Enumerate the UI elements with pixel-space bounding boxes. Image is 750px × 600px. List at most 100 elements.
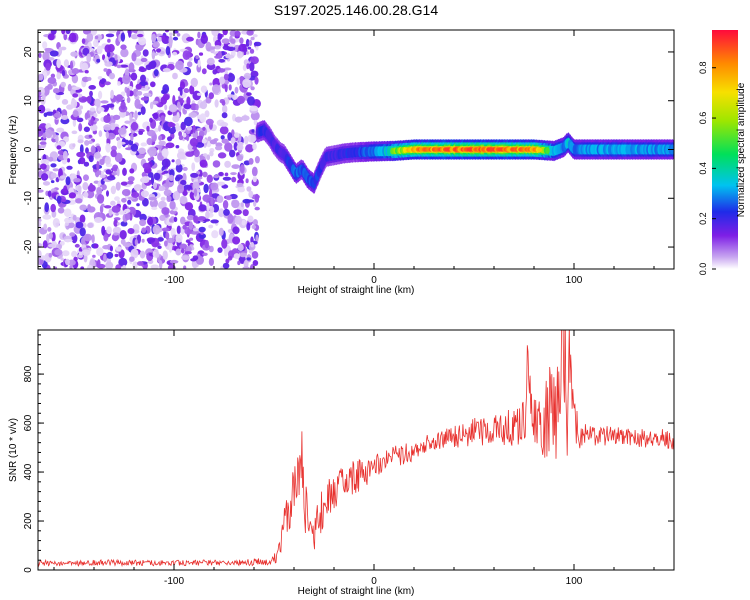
noise-blob [161,158,171,168]
noise-blob [116,168,120,177]
colorbar-gradient [712,30,738,269]
noise-blob [247,46,252,50]
noise-blob [186,36,194,42]
noise-blob [251,251,259,259]
noise-blob [209,139,217,145]
noise-blob [231,199,240,209]
noise-blob [150,175,155,186]
noise-blob [109,72,115,80]
noise-blob [189,85,195,95]
noise-blob [165,30,169,33]
signal-cell [545,147,550,154]
noise-blob [127,176,135,182]
noise-blob [158,200,167,210]
noise-blob [197,179,201,184]
noise-blob [69,232,76,237]
noise-blob [233,253,240,260]
noise-blob [97,107,105,112]
noise-blob [168,244,173,253]
noise-blob [142,92,152,97]
noise-blob [157,245,162,249]
noise-blob [210,219,219,224]
noise-blob [83,126,90,133]
noise-blob [76,117,84,123]
noise-blob [137,111,142,116]
noise-blob [176,33,181,37]
noise-blob [175,163,183,173]
noise-blob [159,260,163,269]
noise-blob [172,95,176,105]
noise-blob [225,54,235,59]
noise-blob [139,213,147,222]
noise-blob [54,249,63,256]
noise-blob [62,150,68,161]
noise-blob [244,135,249,145]
noise-blob [64,217,73,224]
noise-blob [48,156,54,162]
noise-blob [125,213,131,221]
noise-blob [103,234,109,242]
noise-blob [186,186,191,191]
noise-blob [162,84,170,94]
noise-blob [253,41,262,47]
noise-blob [182,50,191,60]
noise-blob [198,226,206,233]
noise-blob [175,233,183,243]
noise-blob [140,74,146,83]
noise-blob [141,227,147,233]
noise-blob [230,137,236,144]
noise-blob [63,238,73,243]
noise-blob [117,139,122,149]
noise-blob [222,200,229,210]
noise-blob [246,51,250,55]
noise-blob [198,52,204,56]
noise-blob [151,52,159,56]
noise-blob [122,264,127,269]
noise-blob [119,64,129,68]
noise-blob [97,194,105,204]
noise-blob [220,135,225,140]
noise-blob [89,90,93,97]
noise-blob [89,182,94,192]
noise-blob [48,243,56,248]
noise-blob [165,46,171,56]
noise-blob [204,239,209,249]
noise-blob [182,132,187,138]
noise-blob [179,87,183,96]
colorbar-ticks: 0.0 0.2 0.4 0.6 0.8 [698,61,716,275]
noise-blob [248,158,254,165]
noise-blob [96,45,103,55]
noise-blob [78,93,83,98]
noise-blob [117,81,121,86]
noise-blob [38,220,42,228]
noise-blob [96,263,106,269]
noise-blob [200,34,208,44]
noise-blob [193,188,198,197]
noise-blob [104,81,111,86]
noise-blob [231,164,240,170]
noise-blob [149,117,153,123]
noise-blob [88,85,96,90]
noise-blob [237,243,244,252]
noise-blob [106,226,112,235]
noise-blob [218,58,226,63]
noise-blob [155,251,160,258]
noise-blob [231,176,237,183]
noise-blob [230,38,236,44]
noise-blob [60,257,64,261]
noise-blob [137,261,144,266]
noise-blob [130,72,138,81]
noise-blob [218,171,224,177]
y-tick-label: 10 [23,95,34,107]
noise-blob [65,258,70,266]
colorbar: 0.0 0.2 0.4 0.6 0.8 Normalized spectral ampl… [698,30,747,275]
colorbar-tick-label: 0.4 [698,162,708,175]
noise-blob [72,110,79,118]
y-tick-label: 0 [23,567,34,573]
noise-blob [57,207,65,214]
noise-blob [101,203,105,208]
noise-blob [237,95,245,104]
noise-blob [128,30,132,38]
noise-blob [175,248,182,256]
